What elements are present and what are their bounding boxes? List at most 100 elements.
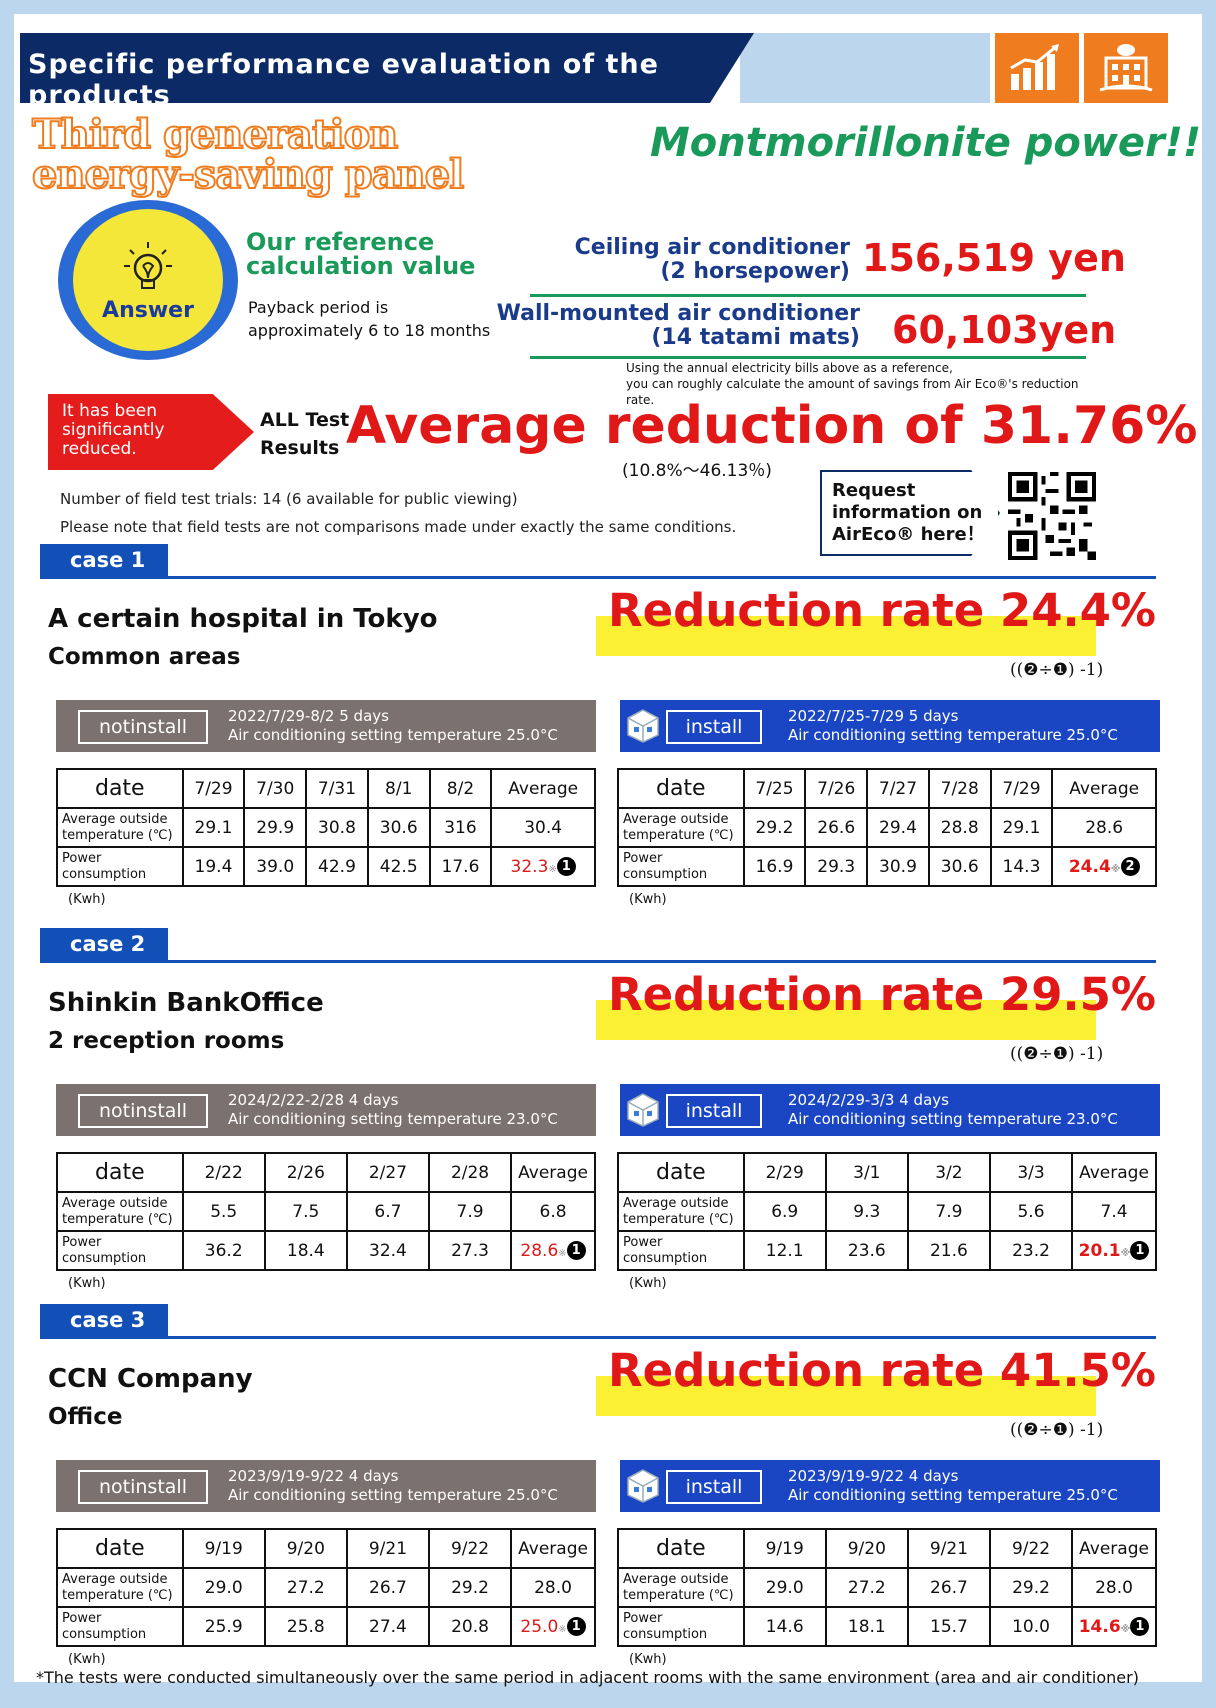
install-header: install 2024/2/29-3/3 4 days Air condition…: [620, 1084, 1160, 1136]
reduced-badge: It has been significantly reduced.: [48, 394, 254, 470]
date-cell: 2/26: [263, 1152, 348, 1193]
date-cell: 7/28: [927, 768, 992, 809]
date-cell: 2/28: [427, 1152, 513, 1193]
date-cell: 9/19: [742, 1528, 827, 1569]
power-row-label: Power consumption: [56, 1230, 184, 1271]
average-header: Average: [1071, 1528, 1157, 1569]
power-cell: 36.2: [181, 1230, 266, 1271]
install-status-label: notinstall: [78, 1470, 208, 1504]
date-cell: 2/27: [345, 1152, 430, 1193]
divider-line: [530, 356, 1086, 359]
reduction-rate: Reduction rate 41.5%: [608, 1344, 1157, 1397]
temperature-row-label: Average outside temperature (℃): [56, 1567, 184, 1608]
temperature-cell: 28.8: [927, 807, 992, 848]
notinstall-data-table: date 7/29 7/30 7/31 8/1 8/2 Average Average out…: [56, 768, 596, 887]
date-cell: 7/30: [243, 768, 308, 809]
ceiling-ac-line1: Ceiling air conditioner: [574, 235, 850, 260]
date-cell: 2/22: [181, 1152, 266, 1193]
reference-title: Our reference calculation value: [246, 228, 476, 280]
rate-highlight: [596, 616, 1096, 656]
case-location-name: Shinkin BankOffice: [48, 988, 324, 1018]
temperature-cell: 7.9: [427, 1191, 513, 1232]
average-header: Average: [1071, 1152, 1157, 1193]
date-cell: 9/21: [345, 1528, 430, 1569]
test-period-dates: 2024/2/22-2/28 4 days: [228, 1091, 399, 1109]
notinstall-data-table: date 9/19 9/20 9/21 9/22 Average Average outsi…: [56, 1528, 596, 1647]
panel-title-line1: Third generation: [31, 111, 399, 158]
date-cell: 7/29: [181, 768, 246, 809]
panel-title-line2: energy-saving panel: [31, 151, 465, 198]
power-cell: 10.0: [988, 1606, 1074, 1647]
average-header: Average: [490, 768, 596, 809]
temperature-average-cell: 30.4: [490, 807, 596, 848]
temperature-cell: 27.2: [824, 1567, 909, 1608]
case-location: A certain hospital in Tokyo Common areas: [48, 600, 438, 676]
power-average-cell: 14.6※ 1: [1071, 1606, 1157, 1647]
reduction-rate: Reduction rate 29.5%: [608, 968, 1157, 1021]
temperature-cell: 29.0: [181, 1567, 266, 1608]
savings-note-line1: Using the annual electricity bills above…: [626, 361, 953, 375]
request-info-link[interactable]: Request information on AirEco® here！: [820, 470, 1000, 556]
install-status-label: install: [666, 1094, 762, 1128]
power-cell: 12.1: [742, 1230, 827, 1271]
date-cell: 9/22: [988, 1528, 1074, 1569]
temperature-average-cell: 28.6: [1051, 807, 1157, 848]
temperature-row-label: Average outside temperature (℃): [617, 1191, 745, 1232]
case-location-name: CCN Company: [48, 1364, 253, 1394]
test-period: 2022/7/25-7/29 5 days Air conditioning se…: [788, 707, 1118, 745]
power-cell: 17.6: [428, 846, 493, 887]
date-header: date: [56, 1528, 184, 1569]
case-divider: [40, 576, 1156, 579]
wall-ac-line1: Wall-mounted air conditioner: [496, 301, 860, 326]
power-average-cell: 28.6※ 1: [510, 1230, 596, 1271]
power-cell: 16.9: [742, 846, 807, 887]
date-cell: 3/3: [988, 1152, 1074, 1193]
wall-ac-line2: (14 tatami mats): [651, 325, 860, 350]
temperature-average-cell: 28.0: [510, 1567, 596, 1608]
product-cube-icon: [626, 708, 660, 744]
test-setting-temperature: Air conditioning setting temperature 23.…: [788, 1110, 1118, 1128]
power-average-value: 28.6: [520, 1240, 559, 1261]
date-header: date: [56, 768, 184, 809]
power-cell: 23.6: [824, 1230, 909, 1271]
asterisk-mark: ※: [1120, 1623, 1131, 1635]
temperature-cell: 9.3: [824, 1191, 909, 1232]
temperature-cell: 5.5: [181, 1191, 266, 1232]
product-cube-icon: [626, 1468, 660, 1504]
power-row-label: Power consumption: [617, 1230, 745, 1271]
temperature-cell: 29.1: [989, 807, 1054, 848]
install-data-table: date 7/25 7/26 7/27 7/28 7/29 Average Average o…: [617, 768, 1157, 887]
rate-formula: ((❷÷❶) -1): [1010, 1420, 1104, 1440]
power-cell: 42.9: [305, 846, 369, 887]
temperature-cell: 29.4: [866, 807, 930, 848]
temperature-row-label: Average outside temperature (℃): [617, 807, 745, 848]
test-period: 2024/2/22-2/28 4 days Air conditioning se…: [228, 1091, 558, 1129]
kwh-unit-label: (Kwh): [68, 892, 106, 907]
notinstall-header: notinstall 2024/2/22-2/28 4 days Air condi…: [56, 1084, 596, 1136]
temperature-cell: 6.7: [345, 1191, 430, 1232]
chart-growth-icon: [995, 33, 1079, 103]
rate-formula: ((❷÷❶) -1): [1010, 660, 1104, 680]
average-header: Average: [1051, 768, 1157, 809]
ceiling-ac-value: 156,519 yen: [862, 236, 1126, 280]
temperature-cell: 29.0: [742, 1567, 827, 1608]
all-test-label: ALL Test Results: [260, 409, 350, 459]
install-header: install 2023/9/19-9/22 4 days Air conditio…: [620, 1460, 1160, 1512]
temperature-cell: 29.1: [181, 807, 246, 848]
date-cell: 3/1: [824, 1152, 909, 1193]
temperature-cell: 6.9: [742, 1191, 827, 1232]
notinstall-header: notinstall 2023/9/19-9/22 4 days Air condi…: [56, 1460, 596, 1512]
case-location-area: Office: [48, 1404, 123, 1430]
power-cell: 14.3: [989, 846, 1054, 887]
power-cell: 30.6: [927, 846, 992, 887]
date-cell: 8/2: [428, 768, 493, 809]
kwh-unit-label: (Kwh): [68, 1276, 106, 1291]
slogan: Montmorillonite power!!: [650, 120, 1202, 166]
trials-note: Number of field test trials: 14 (6 avail…: [60, 490, 518, 508]
reduction-rate: Reduction rate 24.4%: [608, 584, 1157, 637]
power-cell: 25.9: [181, 1606, 266, 1647]
qr-code[interactable]: [1008, 472, 1096, 560]
reference-number-badge: 1: [566, 1241, 586, 1260]
temperature-cell: 29.9: [243, 807, 308, 848]
install-status-label: notinstall: [78, 710, 208, 744]
